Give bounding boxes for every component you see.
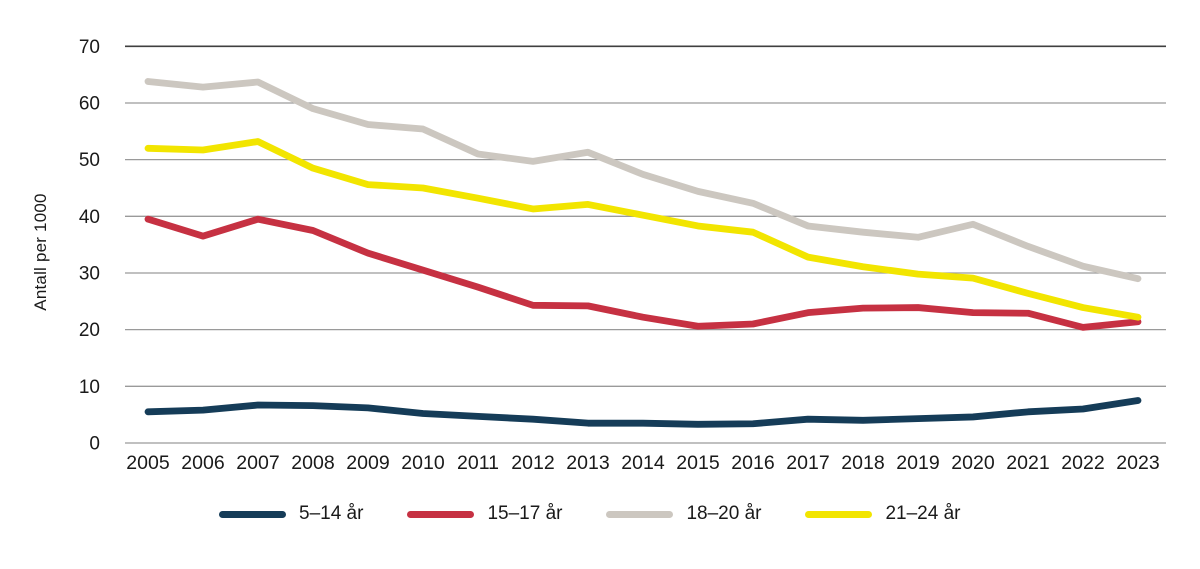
legend-label: 5–14 år xyxy=(299,503,364,524)
series-line-1 xyxy=(144,215,1142,331)
x-tick-label: 2023 xyxy=(1116,452,1159,474)
x-tick-label: 2022 xyxy=(1061,452,1104,474)
legend-swatch-icon xyxy=(805,510,873,518)
chart-legend: 5–14 år 15–17 år 18–20 år 21–24 år xyxy=(0,503,1200,525)
legend-item-0: 5–14 år xyxy=(219,503,363,525)
y-tick-label: 60 xyxy=(79,93,100,114)
x-tick-label: 2009 xyxy=(346,452,389,474)
y-tick-label: 30 xyxy=(79,263,100,284)
x-tick-label: 2006 xyxy=(181,452,224,474)
legend-item-3: 21–24 år xyxy=(805,503,961,525)
legend-swatch-icon xyxy=(219,510,286,518)
series-line-0 xyxy=(144,397,1142,428)
x-tick-label: 2010 xyxy=(401,452,445,474)
x-tick-label: 2007 xyxy=(236,452,279,474)
x-tick-label: 2016 xyxy=(731,452,774,474)
y-tick-label: 50 xyxy=(79,150,100,171)
x-tick-label: 2013 xyxy=(566,452,609,474)
legend-item-1: 15–17 år xyxy=(407,503,562,525)
y-axis-title: Antall per 1000 xyxy=(31,193,50,311)
series-line-3 xyxy=(144,138,1142,321)
x-tick-label: 2011 xyxy=(457,452,499,474)
legend-item-2: 18–20 år xyxy=(606,503,761,525)
y-tick-label: 70 xyxy=(79,37,100,58)
legend-label: 18–20 år xyxy=(686,503,762,524)
x-tick-label: 2020 xyxy=(951,452,995,474)
x-tick-label: 2014 xyxy=(621,452,665,474)
legend-swatch-icon xyxy=(606,510,674,518)
x-tick-label: 2008 xyxy=(291,452,334,474)
x-tick-label: 2012 xyxy=(511,452,554,474)
x-tick-label: 2018 xyxy=(841,452,884,474)
y-tick-label: 10 xyxy=(79,377,100,398)
series-line-2 xyxy=(144,78,1142,283)
x-tick-label: 2015 xyxy=(676,452,720,474)
x-tick-label: 2005 xyxy=(126,452,170,474)
x-tick-label: 2017 xyxy=(786,452,829,474)
x-tick-label: 2019 xyxy=(896,452,939,474)
x-tick-label: 2021 xyxy=(1006,452,1049,474)
y-tick-label: 20 xyxy=(79,320,100,341)
legend-swatch-icon xyxy=(407,510,475,518)
y-tick-label: 0 xyxy=(89,434,100,455)
legend-label: 21–24 år xyxy=(885,503,961,524)
y-tick-label: 40 xyxy=(79,207,100,228)
legend-label: 15–17 år xyxy=(487,503,563,524)
